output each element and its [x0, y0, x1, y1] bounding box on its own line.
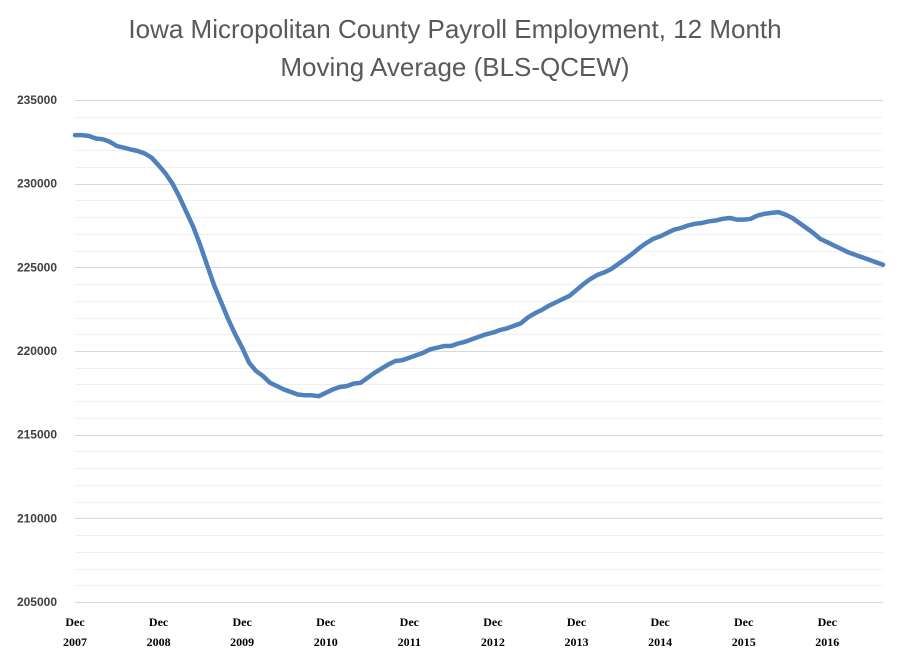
x-tick-label-year: 2015 [732, 635, 756, 649]
x-tick-label-year: 2011 [398, 635, 421, 649]
x-tick-label-year: 2016 [815, 635, 839, 649]
x-tick-label-year: 2010 [314, 635, 338, 649]
x-tick-label-month: Dec [483, 615, 503, 629]
y-tick-label: 215000 [17, 428, 57, 442]
x-tick-label-year: 2012 [481, 635, 505, 649]
y-tick-label: 230000 [17, 177, 57, 191]
x-tick-label-year: 2008 [147, 635, 171, 649]
x-tick-label-year: 2007 [63, 635, 87, 649]
x-tick-label-month: Dec [400, 615, 420, 629]
x-tick-label-month: Dec [316, 615, 336, 629]
y-tick-label: 225000 [17, 260, 57, 274]
x-tick-label-year: 2009 [230, 635, 254, 649]
x-tick-label-year: 2014 [648, 635, 672, 649]
series-line [72, 132, 886, 399]
x-tick-label-month: Dec [567, 615, 587, 629]
y-tick-label: 235000 [17, 93, 57, 107]
chart-title: Iowa Micropolitan County Payroll Employm… [0, 10, 910, 86]
y-tick-label: 220000 [17, 344, 57, 358]
x-tick-label-year: 2013 [565, 635, 589, 649]
x-tick-label-month: Dec [149, 615, 169, 629]
x-tick-label-month: Dec [650, 615, 670, 629]
x-tick-label-month: Dec [233, 615, 253, 629]
chart-title-line-1: Iowa Micropolitan County Payroll Employm… [128, 14, 782, 44]
y-tick-label: 210000 [17, 511, 57, 525]
x-tick-label-month: Dec [734, 615, 754, 629]
chart-title-line-2: Moving Average (BLS-QCEW) [280, 52, 630, 82]
x-tick-label-month: Dec [818, 615, 838, 629]
x-tick-label-month: Dec [65, 615, 85, 629]
y-tick-label: 205000 [17, 595, 57, 609]
